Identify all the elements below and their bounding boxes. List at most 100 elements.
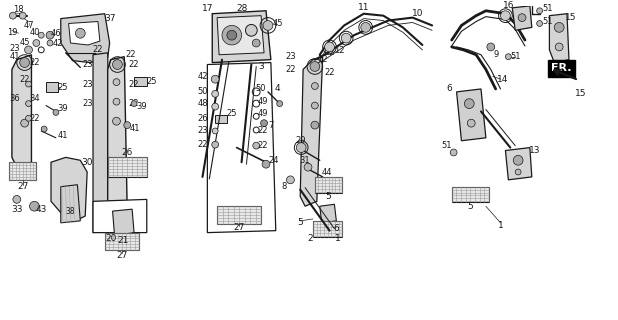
- Text: 22: 22: [29, 58, 40, 67]
- Circle shape: [554, 22, 564, 32]
- Text: 38: 38: [66, 207, 75, 216]
- Polygon shape: [208, 63, 276, 233]
- Text: 22: 22: [129, 80, 139, 89]
- Text: 5: 5: [326, 192, 331, 201]
- Text: 51: 51: [510, 52, 520, 61]
- Circle shape: [211, 75, 219, 83]
- Text: 45: 45: [19, 37, 30, 46]
- Text: 49: 49: [258, 97, 268, 106]
- Circle shape: [41, 126, 47, 132]
- Text: 31: 31: [300, 156, 310, 165]
- Text: 22: 22: [258, 125, 268, 134]
- Circle shape: [13, 196, 21, 203]
- Circle shape: [53, 109, 59, 115]
- Circle shape: [467, 119, 475, 127]
- Circle shape: [227, 30, 237, 40]
- Polygon shape: [105, 233, 139, 250]
- Text: 23: 23: [285, 52, 296, 61]
- Polygon shape: [112, 209, 134, 236]
- Text: 46: 46: [51, 29, 61, 38]
- Circle shape: [262, 160, 270, 168]
- Polygon shape: [12, 55, 32, 167]
- Text: 20: 20: [105, 234, 116, 243]
- Circle shape: [555, 43, 563, 51]
- Circle shape: [515, 169, 521, 175]
- Polygon shape: [217, 206, 261, 224]
- Polygon shape: [313, 221, 342, 236]
- Text: 51: 51: [542, 4, 552, 13]
- Circle shape: [253, 142, 260, 149]
- Text: 44: 44: [321, 168, 332, 177]
- Text: 2: 2: [307, 234, 313, 243]
- Text: 26: 26: [197, 114, 208, 123]
- Text: 22: 22: [324, 68, 335, 77]
- Text: 43: 43: [36, 205, 47, 214]
- Circle shape: [464, 99, 474, 108]
- Polygon shape: [212, 11, 271, 63]
- Text: 15: 15: [575, 89, 586, 98]
- Text: 12: 12: [334, 46, 345, 55]
- Text: 8: 8: [281, 182, 286, 191]
- Text: 48: 48: [197, 99, 208, 108]
- Text: 15: 15: [565, 13, 577, 22]
- Circle shape: [304, 163, 312, 171]
- Circle shape: [451, 149, 457, 156]
- Text: 23: 23: [83, 80, 93, 89]
- Text: 40: 40: [29, 28, 40, 37]
- Text: 37: 37: [104, 14, 116, 23]
- Text: 3: 3: [258, 62, 264, 71]
- Circle shape: [46, 31, 54, 39]
- Polygon shape: [61, 14, 109, 63]
- Polygon shape: [215, 115, 227, 123]
- Text: 24: 24: [269, 156, 279, 165]
- Text: 51: 51: [542, 17, 552, 26]
- Text: 14: 14: [497, 75, 508, 84]
- Polygon shape: [108, 157, 147, 177]
- Circle shape: [263, 20, 273, 30]
- Text: 39: 39: [57, 104, 68, 113]
- Text: 23: 23: [83, 60, 93, 69]
- Text: 4: 4: [275, 84, 281, 93]
- Text: 27: 27: [233, 223, 244, 232]
- Circle shape: [501, 11, 510, 20]
- Text: 25: 25: [227, 109, 237, 118]
- Text: 5: 5: [467, 202, 473, 211]
- Circle shape: [112, 60, 122, 69]
- Text: 50: 50: [197, 87, 208, 96]
- Circle shape: [124, 122, 130, 129]
- Text: 42: 42: [53, 38, 63, 48]
- Text: 23: 23: [9, 44, 20, 53]
- Circle shape: [9, 12, 16, 19]
- Text: 6: 6: [334, 224, 339, 233]
- Text: 19: 19: [7, 28, 17, 37]
- Polygon shape: [46, 82, 58, 92]
- Text: 27: 27: [17, 182, 28, 191]
- Text: 29: 29: [295, 136, 305, 145]
- Circle shape: [341, 33, 351, 43]
- Polygon shape: [506, 148, 532, 180]
- Text: 42: 42: [197, 72, 208, 81]
- Circle shape: [212, 128, 218, 134]
- Polygon shape: [9, 162, 36, 180]
- Circle shape: [33, 40, 40, 46]
- Polygon shape: [452, 187, 489, 202]
- Text: FR.: FR.: [551, 63, 572, 73]
- Text: 39: 39: [137, 102, 147, 111]
- Text: 18: 18: [14, 5, 24, 14]
- Circle shape: [131, 101, 137, 107]
- Text: 22: 22: [29, 114, 40, 123]
- Polygon shape: [300, 57, 323, 206]
- Text: 7: 7: [268, 121, 274, 130]
- Text: 22: 22: [125, 50, 135, 59]
- Circle shape: [38, 32, 44, 38]
- Polygon shape: [217, 16, 264, 55]
- Polygon shape: [93, 53, 111, 233]
- Polygon shape: [108, 57, 127, 216]
- Text: 41: 41: [57, 132, 68, 140]
- Circle shape: [25, 115, 32, 121]
- Polygon shape: [134, 77, 147, 86]
- Text: 34: 34: [29, 94, 40, 103]
- Polygon shape: [51, 157, 87, 221]
- Polygon shape: [315, 177, 342, 193]
- Text: 11: 11: [358, 3, 370, 12]
